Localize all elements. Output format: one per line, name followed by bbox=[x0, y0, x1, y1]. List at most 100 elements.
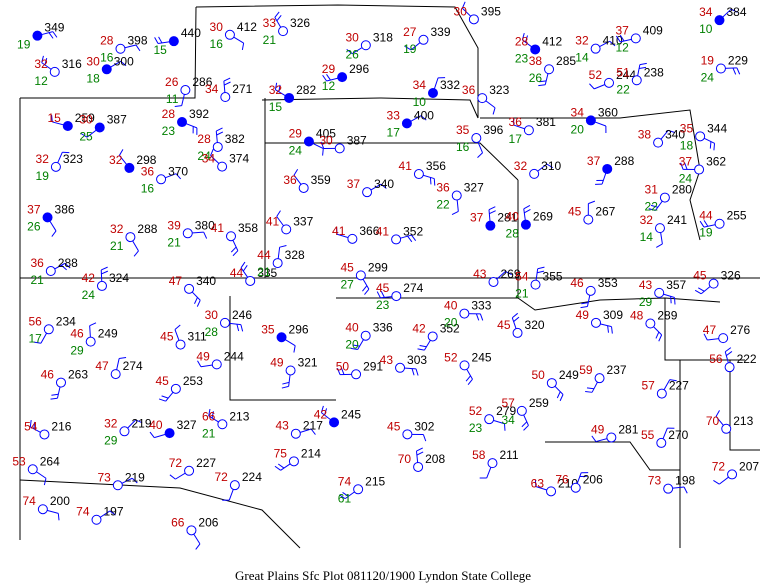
temperature-value: 34 bbox=[202, 152, 216, 166]
state-borders bbox=[19, 4, 760, 549]
pressure-value: 340 bbox=[374, 177, 394, 191]
wind-barb-flag bbox=[639, 66, 647, 69]
station-model: 36 323 bbox=[462, 83, 510, 115]
station-circle bbox=[298, 182, 309, 193]
station-circle bbox=[694, 164, 705, 175]
pressure-value: 384 bbox=[726, 5, 746, 19]
temperature-value: 47 bbox=[95, 359, 109, 373]
wind-barb-flag bbox=[489, 210, 496, 215]
temperature-value: 36 bbox=[436, 181, 450, 195]
pressure-value: 288 bbox=[137, 222, 157, 236]
station-circle bbox=[101, 64, 112, 75]
wind-barb-flag bbox=[135, 44, 141, 52]
station-model: 32 29 219 bbox=[104, 416, 152, 447]
temperature-value: 35 bbox=[456, 123, 470, 137]
dewpoint-value: 18 bbox=[86, 71, 100, 85]
wind-barb-flag bbox=[278, 84, 281, 92]
pressure-value: 440 bbox=[181, 26, 201, 40]
temperature-value: 42 bbox=[314, 407, 328, 421]
wind-barb-flag bbox=[274, 11, 280, 18]
wind-barb-flag bbox=[342, 492, 349, 497]
wind-barb-flag bbox=[44, 58, 48, 66]
dewpoint-value: 22 bbox=[645, 200, 659, 214]
wind-barb-flag bbox=[352, 344, 360, 347]
temperature-value: 32 bbox=[514, 159, 528, 173]
station-model: 48 289 bbox=[630, 309, 678, 342]
station-circle bbox=[391, 234, 402, 245]
dewpoint-value: 19 bbox=[699, 226, 713, 240]
station-model: 76 206 bbox=[555, 472, 603, 493]
station-model: 30 26 318 bbox=[345, 30, 393, 61]
station-model: 49 321 bbox=[270, 355, 318, 389]
wind-barb-flag bbox=[89, 322, 97, 327]
wind-barb-flag bbox=[537, 270, 545, 274]
pressure-value: 276 bbox=[730, 323, 750, 337]
pressure-value: 222 bbox=[737, 352, 757, 366]
wind-barb-flag bbox=[422, 434, 427, 442]
wind-barb-flag bbox=[724, 347, 732, 353]
temperature-value: 74 bbox=[22, 494, 36, 508]
dewpoint-value: 12 bbox=[615, 40, 629, 54]
pressure-value: 382 bbox=[225, 132, 245, 146]
wind-barb-flag bbox=[539, 80, 547, 83]
station-model: 30 28 246 bbox=[205, 308, 253, 339]
station-circle bbox=[175, 339, 186, 350]
temperature-value: 41 bbox=[376, 224, 390, 238]
wind-barb-flag bbox=[607, 325, 609, 333]
station-model: 46 353 bbox=[570, 276, 618, 309]
station-circle bbox=[602, 163, 613, 174]
station-model: 72 224 bbox=[214, 470, 262, 501]
wind-barb-flag bbox=[694, 289, 702, 295]
pressure-value: 286 bbox=[192, 75, 212, 89]
station-model: 32 14 410 bbox=[575, 34, 623, 65]
pressure-value: 324 bbox=[109, 271, 129, 285]
station-model: 36 21 288 bbox=[30, 256, 78, 287]
temperature-value: 66 bbox=[202, 409, 216, 423]
station-circle bbox=[45, 266, 56, 277]
dewpoint-value: 26 bbox=[27, 219, 41, 233]
dewpoint-value: 19 bbox=[403, 42, 417, 56]
temperature-value: 36 bbox=[283, 173, 297, 187]
pressure-value: 206 bbox=[583, 473, 603, 487]
station-circle bbox=[351, 369, 362, 380]
temperature-value: 38 bbox=[638, 128, 652, 142]
pressure-value: 366 bbox=[359, 224, 379, 238]
dewpoint-value: 28 bbox=[205, 325, 219, 339]
wind-barb-flag bbox=[538, 84, 546, 87]
wind-barb-flag bbox=[175, 173, 182, 180]
temperature-value: 51 bbox=[616, 65, 630, 79]
wind-barb-flag bbox=[109, 510, 116, 516]
wind-barb-flag bbox=[703, 333, 708, 341]
wind-barb-flag bbox=[224, 81, 231, 86]
temperature-value: 27 bbox=[403, 25, 417, 39]
station-model: 72 207 bbox=[712, 459, 759, 485]
pressure-value: 263 bbox=[68, 368, 88, 382]
wind-barb-flag bbox=[713, 480, 720, 485]
temperature-value: 40 bbox=[506, 210, 520, 224]
temperature-value: 52 bbox=[469, 404, 483, 418]
station-model: 28 23 392 bbox=[162, 107, 210, 138]
station-model: 45 27 299 bbox=[340, 260, 388, 295]
station-model: 70 213 bbox=[706, 410, 754, 434]
wind-barb-flag bbox=[48, 32, 54, 39]
station-circle bbox=[653, 137, 664, 148]
temperature-value: 30 bbox=[86, 54, 100, 68]
dewpoint-value: 23 bbox=[376, 298, 390, 312]
temperature-value: 32 bbox=[269, 83, 283, 97]
station-model: 43 303 bbox=[380, 353, 427, 376]
station-circle bbox=[663, 483, 674, 494]
temperature-value: 46 bbox=[570, 276, 584, 290]
pressure-value: 299 bbox=[368, 260, 388, 274]
border-arkansas bbox=[664, 298, 745, 361]
station-circle bbox=[714, 218, 725, 229]
temperature-value: 30 bbox=[319, 133, 333, 147]
dewpoint-value: 28 bbox=[506, 227, 520, 241]
temperature-value: 43 bbox=[639, 278, 653, 292]
wind-barb-flag bbox=[586, 387, 595, 390]
station-model: 66 21 213 bbox=[202, 408, 250, 440]
station-circle bbox=[583, 214, 594, 225]
station-circle bbox=[347, 233, 358, 244]
temperature-value: 33 bbox=[263, 16, 277, 30]
wind-barb-flag bbox=[51, 393, 59, 396]
